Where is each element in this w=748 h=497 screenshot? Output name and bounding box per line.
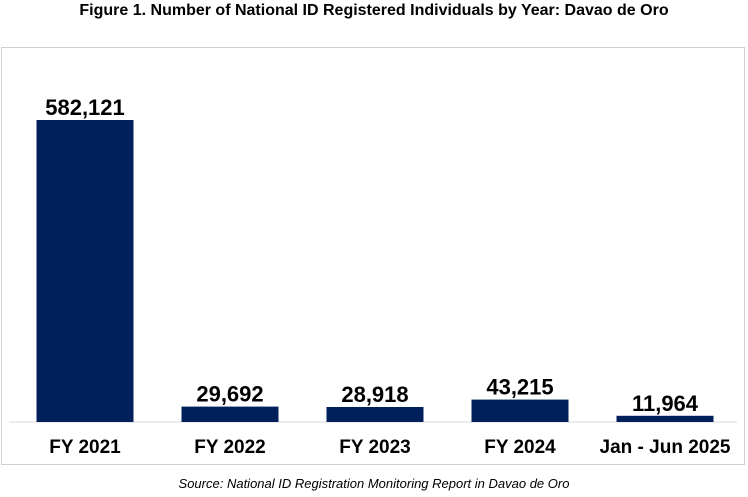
category-label-1: FY 2022: [194, 437, 265, 458]
data-label-1: 29,692: [196, 382, 263, 407]
category-label-2: FY 2023: [339, 437, 410, 458]
chart-area: [1, 47, 745, 465]
category-label-group: FY 2021 FY 2022 FY 2023 FY 2024 Jan - Jun 20…: [49, 437, 731, 458]
data-label-4: 11,964: [632, 391, 699, 416]
data-label-0: 582,121: [45, 95, 125, 120]
data-label-2: 28,918: [341, 382, 408, 407]
bar-1: [181, 406, 279, 422]
bar-group: [36, 120, 714, 422]
category-label-4: Jan - Jun 2025: [600, 437, 731, 458]
category-label-3: FY 2024: [484, 437, 556, 458]
bar-3: [471, 399, 569, 422]
category-label-0: FY 2021: [49, 437, 121, 458]
figure-title: Figure 1. Number of National ID Register…: [79, 2, 669, 19]
bar-4: [616, 415, 714, 422]
source-note: Source: National ID Registration Monitor…: [178, 476, 570, 491]
data-label-group: 582,121 29,692 28,918 43,215 11,964: [45, 95, 699, 416]
bar-0: [36, 120, 134, 422]
data-label-3: 43,215: [486, 375, 553, 400]
bar-2: [326, 406, 424, 422]
